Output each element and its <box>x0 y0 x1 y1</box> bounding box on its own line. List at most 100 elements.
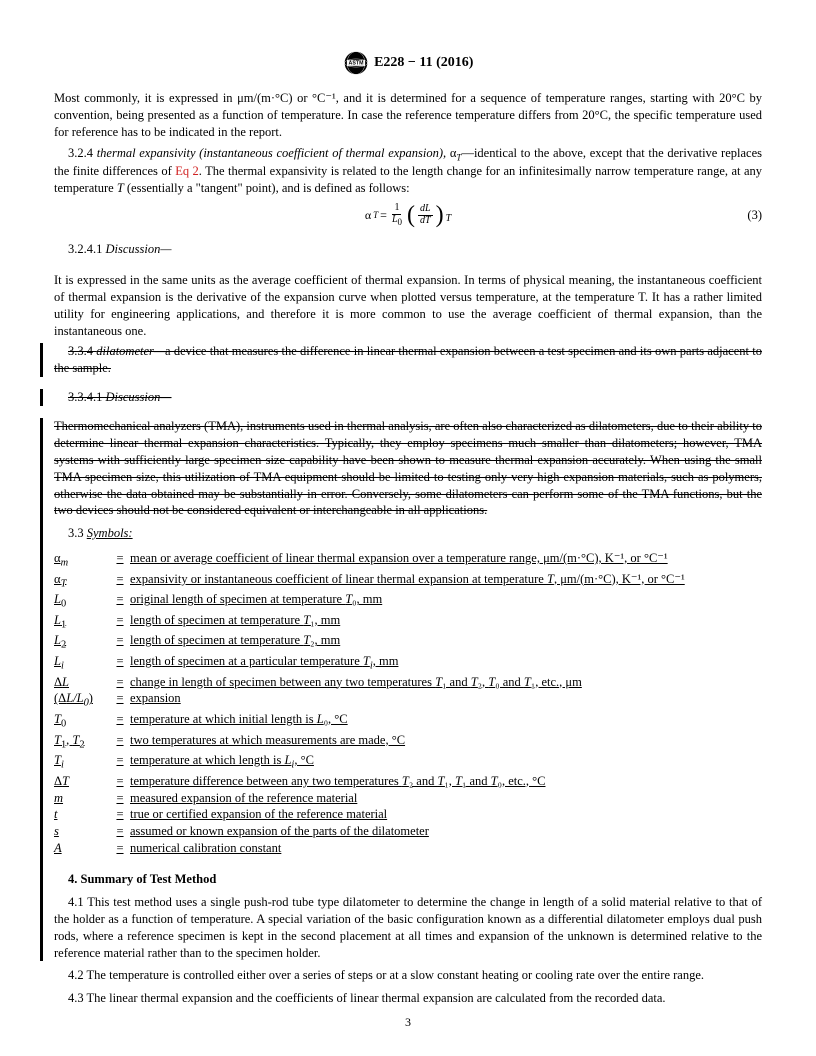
para-3241: 3.2.4.1 Discussion— <box>54 241 762 258</box>
symbol-eq: = <box>110 773 130 790</box>
symbol-desc: expansivity or instantaneous coefficient… <box>130 571 762 588</box>
symbol-desc: measured expansion of the reference mate… <box>130 790 762 807</box>
symbol-eq: = <box>110 711 130 728</box>
symbol-desc: true or certified expansion of the refer… <box>130 806 762 823</box>
symbol-row: m=measured expansion of the reference ma… <box>54 790 762 807</box>
symbol-name: T1, T2 <box>54 732 110 753</box>
change-bar-3341: 3.3.4.1 Discussion— <box>40 389 762 406</box>
eq-frac2: dL dT <box>418 204 433 226</box>
symbol-eq: = <box>110 674 130 691</box>
equation-3: αT = 1 L0 ( dL dT ) T (3) <box>54 203 762 227</box>
symbol-eq: = <box>110 632 130 649</box>
para-tma-struck: Thermomechanical analyzers (TMA), instru… <box>54 418 762 519</box>
symbol-name: Li <box>54 653 110 674</box>
symbol-desc: mean or average coefficient of linear th… <box>130 550 762 567</box>
discussion-label-2: Discussion— <box>106 390 172 404</box>
equation-core: αT = 1 L0 ( dL dT ) T <box>365 203 451 227</box>
symbol-eq: = <box>110 690 130 707</box>
text-324c: T <box>117 181 124 195</box>
para-intro: Most commonly, it is expressed in μm/(m·… <box>54 90 762 141</box>
symbol-row: s=assumed or known expansion of the part… <box>54 823 762 840</box>
symbol-name: s <box>54 823 110 840</box>
symbol-eq: = <box>110 653 130 670</box>
symbol-eq: = <box>110 612 130 629</box>
symbol-desc: length of specimen at a particular tempe… <box>130 653 762 674</box>
symbol-row: Li=length of specimen at a particular te… <box>54 653 762 674</box>
header-title: E228 − 11 (2016) <box>374 54 473 73</box>
text-43: The linear thermal expansion and the coe… <box>87 991 666 1005</box>
para-3341-struck: 3.3.4.1 Discussion— <box>54 389 762 406</box>
section-4-title: 4. Summary of Test Method <box>54 871 762 888</box>
symbol-name: L1 <box>54 612 110 633</box>
eq-num2: dL <box>418 204 433 216</box>
symbol-name: T0 <box>54 711 110 732</box>
symbol-name: ΔL <box>54 674 110 691</box>
term-334: dilatometer— <box>96 344 165 358</box>
symbol-desc: length of specimen at temperature T₂, mm <box>130 632 762 649</box>
para-324: 3.2.4 thermal expansivity (instantaneous… <box>54 145 762 197</box>
symbol-eq: = <box>110 571 130 588</box>
symbol-desc: temperature difference between any two t… <box>130 773 762 790</box>
symbol-row: L2=length of specimen at temperature T₂,… <box>54 632 762 653</box>
symbol-row: T0=temperature at which initial length i… <box>54 711 762 732</box>
para-43: 4.3 The linear thermal expansion and the… <box>54 990 762 1007</box>
symbol-name: ΔT <box>54 773 110 790</box>
symbol-name: αT <box>54 571 110 592</box>
eq-frac1: 1 L0 <box>390 203 404 227</box>
para-334-struck: 3.3.4 dilatometer—a device that measures… <box>54 343 762 377</box>
discussion-label: Discussion— <box>106 242 172 256</box>
symbol-desc: expansion <box>130 690 762 707</box>
para-33: 3.3 Symbols: <box>54 525 762 542</box>
symbol-desc: original length of specimen at temperatu… <box>130 591 762 608</box>
symbol-row: t=true or certified expansion of the ref… <box>54 806 762 823</box>
symbol-eq: = <box>110 752 130 769</box>
symbol-name: Ti <box>54 752 110 773</box>
term-324: thermal expansivity (instantaneous coeff… <box>97 146 450 160</box>
symbols-table: αm=mean or average coefficient of linear… <box>54 550 762 857</box>
eq-equals: = <box>380 207 387 223</box>
para-41: 4.1 This test method uses a single push-… <box>54 894 762 962</box>
astm-logo-icon: ASTM <box>343 50 369 76</box>
rparen: ) <box>436 203 444 227</box>
symbol-eq: = <box>110 823 130 840</box>
symbol-name: L2 <box>54 632 110 653</box>
symbol-name: t <box>54 806 110 823</box>
label-334: 3.3.4 <box>68 344 96 358</box>
symbol-row: (ΔL/L0)=expansion <box>54 690 762 711</box>
lparen: ( <box>407 203 415 227</box>
para-discussion: It is expressed in the same units as the… <box>54 272 762 340</box>
symbol-desc: temperature at which length is Li, °C <box>130 752 762 773</box>
symbol-eq: = <box>110 591 130 608</box>
label-33: 3.3 <box>68 526 87 540</box>
symbol-eq: = <box>110 806 130 823</box>
label-324: 3.2.4 <box>68 146 97 160</box>
symbol-desc: numerical calibration constant <box>130 840 762 857</box>
eq2-link[interactable]: Eq 2 <box>175 164 199 178</box>
text-42: The temperature is controlled either ove… <box>87 968 704 982</box>
symbol-eq: = <box>110 790 130 807</box>
equation-number: (3) <box>747 207 762 224</box>
symbol-eq: = <box>110 732 130 749</box>
eq-alpha: α <box>365 207 371 223</box>
text-324d: (essentially a "tangent" point), and is … <box>124 181 410 195</box>
symbol-eq: = <box>110 840 130 857</box>
symbol-row: A=numerical calibration constant <box>54 840 762 857</box>
label-43: 4.3 <box>68 991 87 1005</box>
symbol-row: L1=length of specimen at temperature T₁,… <box>54 612 762 633</box>
symbol-row: L0=original length of specimen at temper… <box>54 591 762 612</box>
symbol-desc: temperature at which initial length is L… <box>130 711 762 728</box>
symbol-row: αT=expansivity or instantaneous coeffici… <box>54 571 762 592</box>
eq-alpha-sub: T <box>373 209 378 221</box>
symbol-desc: two temperatures at which measurements a… <box>130 732 762 749</box>
symbol-name: αm <box>54 550 110 571</box>
page-number: 3 <box>0 1014 816 1030</box>
page: ASTM E228 − 11 (2016) Most commonly, it … <box>0 0 816 1056</box>
symbol-eq: = <box>110 550 130 567</box>
symbol-name: m <box>54 790 110 807</box>
symbol-desc: assumed or known expansion of the parts … <box>130 823 762 840</box>
eq-den1: L0 <box>390 215 404 227</box>
symbol-name: A <box>54 840 110 857</box>
label-41: 4.1 <box>68 895 87 909</box>
svg-text:ASTM: ASTM <box>348 61 364 67</box>
symbol-row: ΔL=change in length of specimen between … <box>54 674 762 691</box>
